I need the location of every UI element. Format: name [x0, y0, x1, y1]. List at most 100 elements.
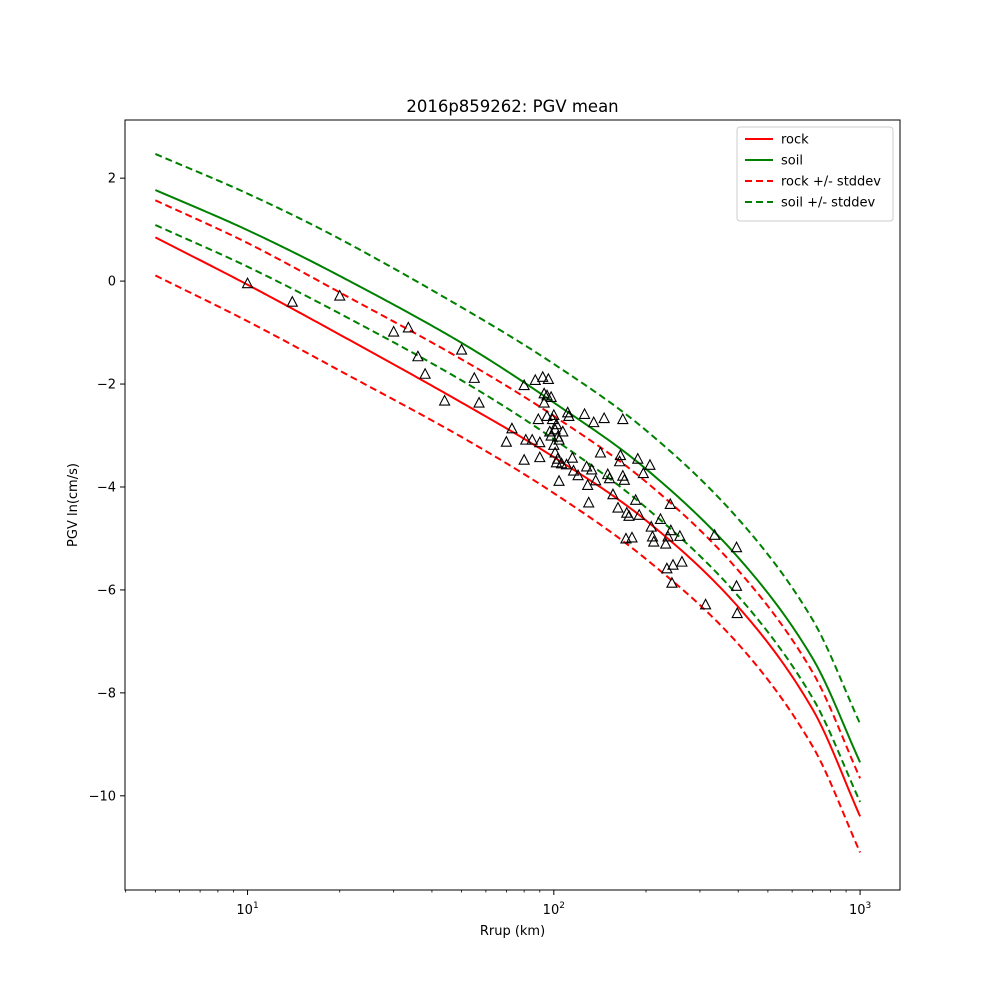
observation-marker: [629, 493, 642, 505]
observation-marker: [402, 321, 415, 333]
observation-marker: [438, 394, 451, 406]
observation-marker: [708, 528, 721, 540]
observation-marker: [587, 415, 600, 428]
observation-marker: [699, 598, 712, 610]
observation-marker: [623, 509, 635, 521]
observation-marker: [660, 562, 673, 574]
observation-marker: [549, 446, 562, 458]
observation-points: [241, 276, 744, 619]
observation-marker: [519, 433, 532, 445]
observation-marker: [580, 460, 593, 472]
plot-frame: [124, 119, 901, 891]
y-tick-label: 0: [108, 275, 116, 290]
observation-marker: [613, 455, 626, 467]
observation-marker: [562, 409, 575, 422]
series-line-soil-1: [154, 189, 861, 763]
observation-marker: [286, 295, 299, 307]
observation-marker: [659, 537, 672, 549]
observation-marker: [500, 435, 513, 447]
observation-marker: [631, 452, 644, 464]
observation-marker: [667, 558, 679, 570]
observation-marker: [664, 524, 677, 536]
legend-label: rock +/- stddev: [781, 175, 881, 190]
y-tick-label: −6: [97, 583, 116, 598]
observation-marker: [536, 370, 549, 382]
observation-marker: [550, 418, 563, 430]
series-line-rock-0: [154, 236, 861, 817]
observation-marker: [543, 425, 556, 437]
observation-marker: [603, 472, 616, 484]
observation-marker: [614, 448, 627, 461]
observation-marker: [560, 458, 573, 470]
legend: rock soil rock +/- stddev soil +/- stddev: [736, 126, 894, 222]
observation-marker: [676, 555, 688, 567]
observation-marker: [607, 488, 619, 500]
observation-marker: [664, 497, 677, 510]
observation-marker: [567, 464, 580, 476]
observation-marker: [419, 367, 432, 379]
x-tick-label: 103: [849, 901, 871, 918]
observation-marker: [529, 373, 542, 385]
x-tick-base: 10: [236, 903, 253, 918]
x-tick-exponent: 3: [865, 901, 871, 911]
observation-marker: [598, 411, 611, 424]
legend-label: soil +/- stddev: [781, 196, 876, 211]
observation-marker: [637, 466, 650, 479]
x-tick-exponent: 1: [253, 901, 259, 911]
observation-marker: [412, 350, 424, 362]
observation-marker: [572, 468, 584, 481]
chart-title: 2016p859262: PGV mean: [406, 97, 618, 116]
observation-marker: [547, 408, 560, 420]
observation-marker: [526, 433, 539, 445]
observation-marker: [545, 390, 558, 402]
observation-marker: [518, 453, 531, 465]
observation-marker: [662, 530, 674, 542]
observation-marker: [538, 396, 551, 408]
observation-marker: [594, 446, 607, 458]
observation-marker: [620, 506, 633, 518]
observation-marker: [666, 576, 678, 588]
y-tick-label: −8: [97, 686, 116, 701]
observation-marker: [553, 433, 565, 445]
legend-label: soil: [781, 154, 803, 169]
y-tick-label: −2: [97, 378, 116, 393]
observation-marker: [556, 425, 569, 437]
observation-marker: [654, 512, 667, 524]
observation-marker: [612, 501, 624, 513]
x-axis-label: Rrup (km): [480, 924, 545, 939]
observation-marker: [585, 463, 598, 475]
legend-box: [736, 126, 894, 222]
observation-marker: [518, 378, 531, 391]
x-tick-label: 101: [236, 901, 258, 918]
observation-marker: [633, 508, 646, 520]
observation-marker: [387, 325, 400, 337]
observation-marker: [561, 406, 574, 418]
observation-marker: [533, 450, 546, 463]
observation-marker: [541, 409, 553, 422]
y-axis-label: PGV ln(cm/s): [66, 463, 81, 547]
observation-marker: [618, 473, 631, 485]
observation-marker: [241, 276, 254, 289]
series-line-series-3-3: [154, 274, 861, 853]
observation-marker: [473, 396, 485, 408]
observation-marker: [645, 520, 658, 532]
observation-marker: [731, 606, 744, 619]
observation-marker: [646, 530, 659, 542]
observation-marker: [673, 529, 686, 541]
y-tick-label: −10: [89, 789, 116, 804]
observation-marker: [730, 541, 743, 553]
x-tick-base: 10: [849, 903, 866, 918]
observation-marker: [647, 535, 660, 547]
observation-marker: [333, 289, 346, 301]
observation-marker: [551, 452, 564, 464]
series-line-series-5-5: [154, 224, 861, 803]
observation-marker: [626, 531, 638, 543]
observation-marker: [553, 474, 565, 486]
y-tick-label: −4: [97, 480, 116, 495]
observation-marker: [506, 422, 518, 434]
observation-marker: [589, 474, 602, 486]
observation-marker: [582, 496, 595, 508]
observation-marker: [468, 371, 481, 383]
